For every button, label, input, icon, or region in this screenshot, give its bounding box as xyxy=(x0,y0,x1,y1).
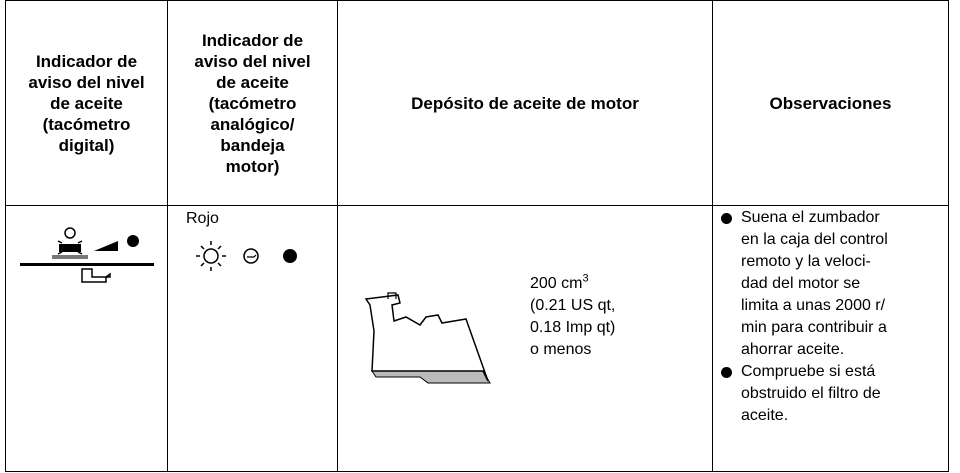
text-line: Suena el zumbador xyxy=(741,209,880,226)
text-line: aceite. xyxy=(741,407,789,424)
text-line: ahorrar aceite. xyxy=(741,341,845,358)
text-line: limita a unas 2000 r/ xyxy=(741,297,886,314)
text-line: o menos xyxy=(530,341,592,358)
text-line: en la caja del control xyxy=(741,231,888,248)
text-line: analógico/ xyxy=(210,114,295,134)
tank-cell: 200 cm3 (0.21 US qt, 0.18 Imp qt) o menos xyxy=(337,205,713,472)
text-line: motor) xyxy=(225,156,280,176)
observations-list: Suena el zumbador en la caja del control r… xyxy=(713,206,948,427)
text-line: dad del motor se xyxy=(741,275,861,292)
header-cell: Depósito de aceite de motor xyxy=(337,0,713,206)
text-line: (tacómetro xyxy=(42,114,131,134)
digital-indicator-cell xyxy=(5,205,168,472)
text-line: de aceite xyxy=(216,72,289,92)
text-line: Compruebe si está xyxy=(741,363,876,380)
oil-tank-drawing xyxy=(364,292,491,384)
header-cell: Observaciones xyxy=(712,0,949,206)
body-row: Rojo 200 cm3 ( xyxy=(5,205,949,472)
text-line: obstruido el filtro de xyxy=(741,385,881,402)
header-cell: Indicador de aviso del nivel de aceite (tac… xyxy=(167,0,338,206)
observations-cell: Suena el zumbador en la caja del control r… xyxy=(712,205,949,472)
text-line: Indicador de xyxy=(35,51,138,71)
bullet: Compruebe si está obstruido el filtro de a… xyxy=(713,361,948,427)
analog-indicator-cell: Rojo xyxy=(167,205,338,472)
text-line: 0.18 Imp qt) xyxy=(530,319,616,336)
analog-indicator-icons xyxy=(196,241,297,271)
text-line: (0.21 US qt, xyxy=(530,297,616,314)
text-line: de aceite xyxy=(50,93,123,113)
text-line: Depósito de aceite de motor xyxy=(411,93,639,113)
text-line: (tacómetro xyxy=(208,93,297,113)
text-line: Indicador de xyxy=(201,30,304,50)
text-line: bandeja xyxy=(220,135,285,155)
digital-indicator-icon xyxy=(20,227,154,283)
text-line: min para contribuir a xyxy=(741,319,887,336)
bullet: Suena el zumbador en la caja del control r… xyxy=(713,207,948,361)
capacity-text: 200 cm3 (0.21 US qt, 0.18 Imp qt) o menos xyxy=(530,273,615,361)
header-cell: Indicador de aviso del nivel de aceite (tac… xyxy=(5,0,168,206)
indicator-color: Rojo xyxy=(186,210,219,227)
text-line: aviso del nivel xyxy=(28,72,145,92)
text-line: remoto y la veloci- xyxy=(741,253,871,270)
text-line: digital) xyxy=(58,135,115,155)
text-line: aviso del nivel xyxy=(194,51,311,71)
oil-warning-table: Indicador de aviso del nivel de aceite (tac… xyxy=(5,0,949,472)
capacity-value: 200 cm xyxy=(530,275,583,292)
text-line: Observaciones xyxy=(769,93,892,113)
header-row: Indicador de aviso del nivel de aceite (tac… xyxy=(5,0,949,206)
capacity-superscript: 3 xyxy=(582,272,589,285)
capacity-lines: (0.21 US qt, 0.18 Imp qt) o menos xyxy=(530,295,615,361)
